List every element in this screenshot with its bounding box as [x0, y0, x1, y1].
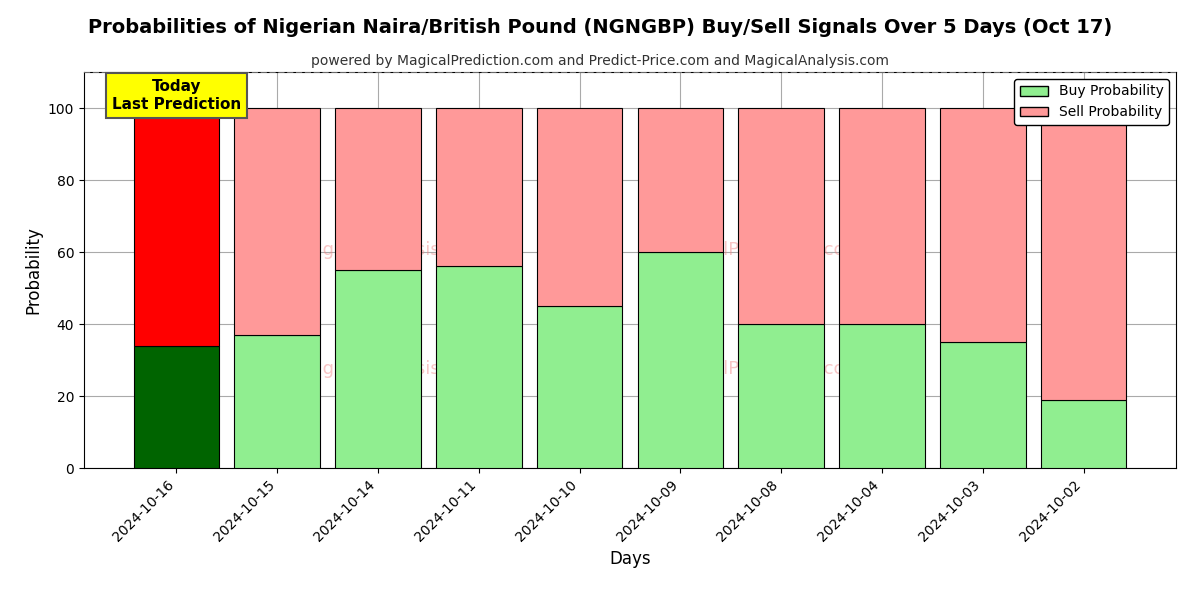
Bar — [436, 266, 522, 468]
Bar — [738, 108, 824, 324]
Text: powered by MagicalPrediction.com and Predict-Price.com and MagicalAnalysis.com: powered by MagicalPrediction.com and Pre… — [311, 54, 889, 68]
Legend: Buy Probability, Sell Probability: Buy Probability, Sell Probability — [1014, 79, 1169, 125]
Bar — [536, 306, 623, 468]
Text: MagicalPrediction.com: MagicalPrediction.com — [660, 241, 863, 259]
Bar — [536, 108, 623, 306]
Text: Today
Last Prediction: Today Last Prediction — [112, 79, 241, 112]
Text: MagicalPrediction.com: MagicalPrediction.com — [660, 360, 863, 378]
Bar — [436, 108, 522, 266]
Bar — [234, 335, 320, 468]
Bar — [839, 108, 925, 324]
Bar — [1040, 108, 1127, 400]
Bar — [839, 324, 925, 468]
Bar — [940, 342, 1026, 468]
Bar — [335, 108, 421, 270]
Bar — [335, 270, 421, 468]
Text: Probabilities of Nigerian Naira/British Pound (NGNGBP) Buy/Sell Signals Over 5 D: Probabilities of Nigerian Naira/British … — [88, 18, 1112, 37]
X-axis label: Days: Days — [610, 550, 650, 568]
Bar — [637, 252, 724, 468]
Bar — [738, 324, 824, 468]
Bar — [133, 108, 220, 346]
Text: MagicalAnalysis.com: MagicalAnalysis.com — [296, 360, 484, 378]
Bar — [1040, 400, 1127, 468]
Bar — [940, 108, 1026, 342]
Bar — [637, 108, 724, 252]
Bar — [234, 108, 320, 335]
Bar — [133, 346, 220, 468]
Y-axis label: Probability: Probability — [24, 226, 42, 314]
Text: MagicalAnalysis.com: MagicalAnalysis.com — [296, 241, 484, 259]
